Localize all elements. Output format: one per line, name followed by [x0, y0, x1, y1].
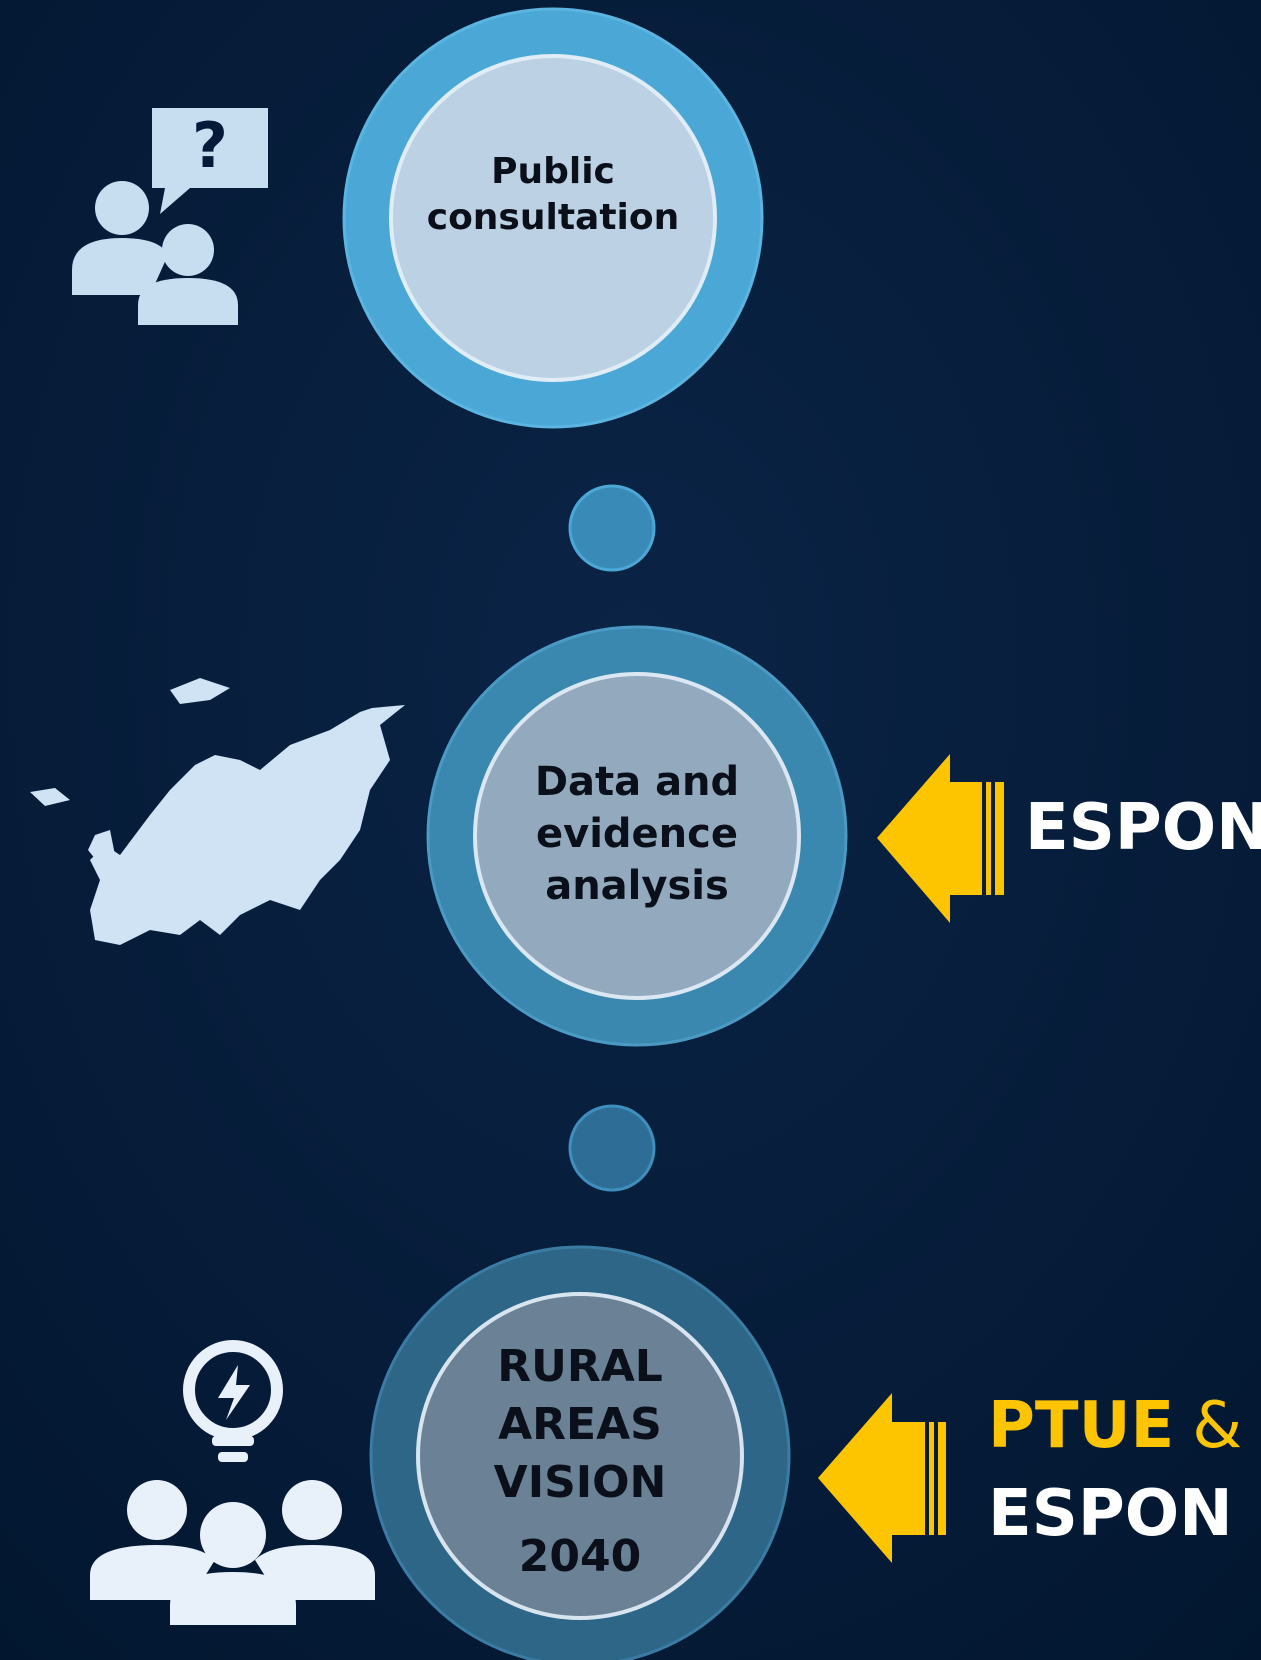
- contributor-word: &: [1192, 1389, 1242, 1463]
- node-circle: [369, 1245, 791, 1660]
- node-circle: [426, 625, 848, 1047]
- contributor-word: ESPON: [988, 1477, 1233, 1551]
- consultation-icon: ?: [72, 108, 268, 325]
- node-label: consultation: [427, 197, 680, 238]
- contributor-label: PTUE &: [988, 1389, 1242, 1463]
- contributor-label: ESPON: [1025, 791, 1261, 865]
- node-label: RURAL: [497, 1341, 663, 1392]
- contributor-word: PTUE: [988, 1389, 1174, 1463]
- svg-text:?: ?: [192, 109, 228, 182]
- contributor-word: ESPON: [1025, 791, 1261, 865]
- node-label: 2040: [519, 1531, 641, 1582]
- connector-dot: [568, 1104, 656, 1192]
- arrow: [877, 754, 1004, 923]
- arrow: [818, 1393, 946, 1563]
- node-label: AREAS: [498, 1399, 662, 1450]
- contributor-label: ESPON: [988, 1477, 1233, 1551]
- node-label: Public: [491, 151, 615, 192]
- node-label: analysis: [545, 863, 729, 909]
- europe-icon: [30, 678, 405, 945]
- vision-icon: [90, 1340, 375, 1625]
- node-label: Data and: [535, 759, 739, 805]
- node-circle: [342, 7, 764, 429]
- node-label: VISION: [494, 1457, 667, 1508]
- node-label: evidence: [536, 811, 738, 857]
- connector-dot: [568, 484, 656, 572]
